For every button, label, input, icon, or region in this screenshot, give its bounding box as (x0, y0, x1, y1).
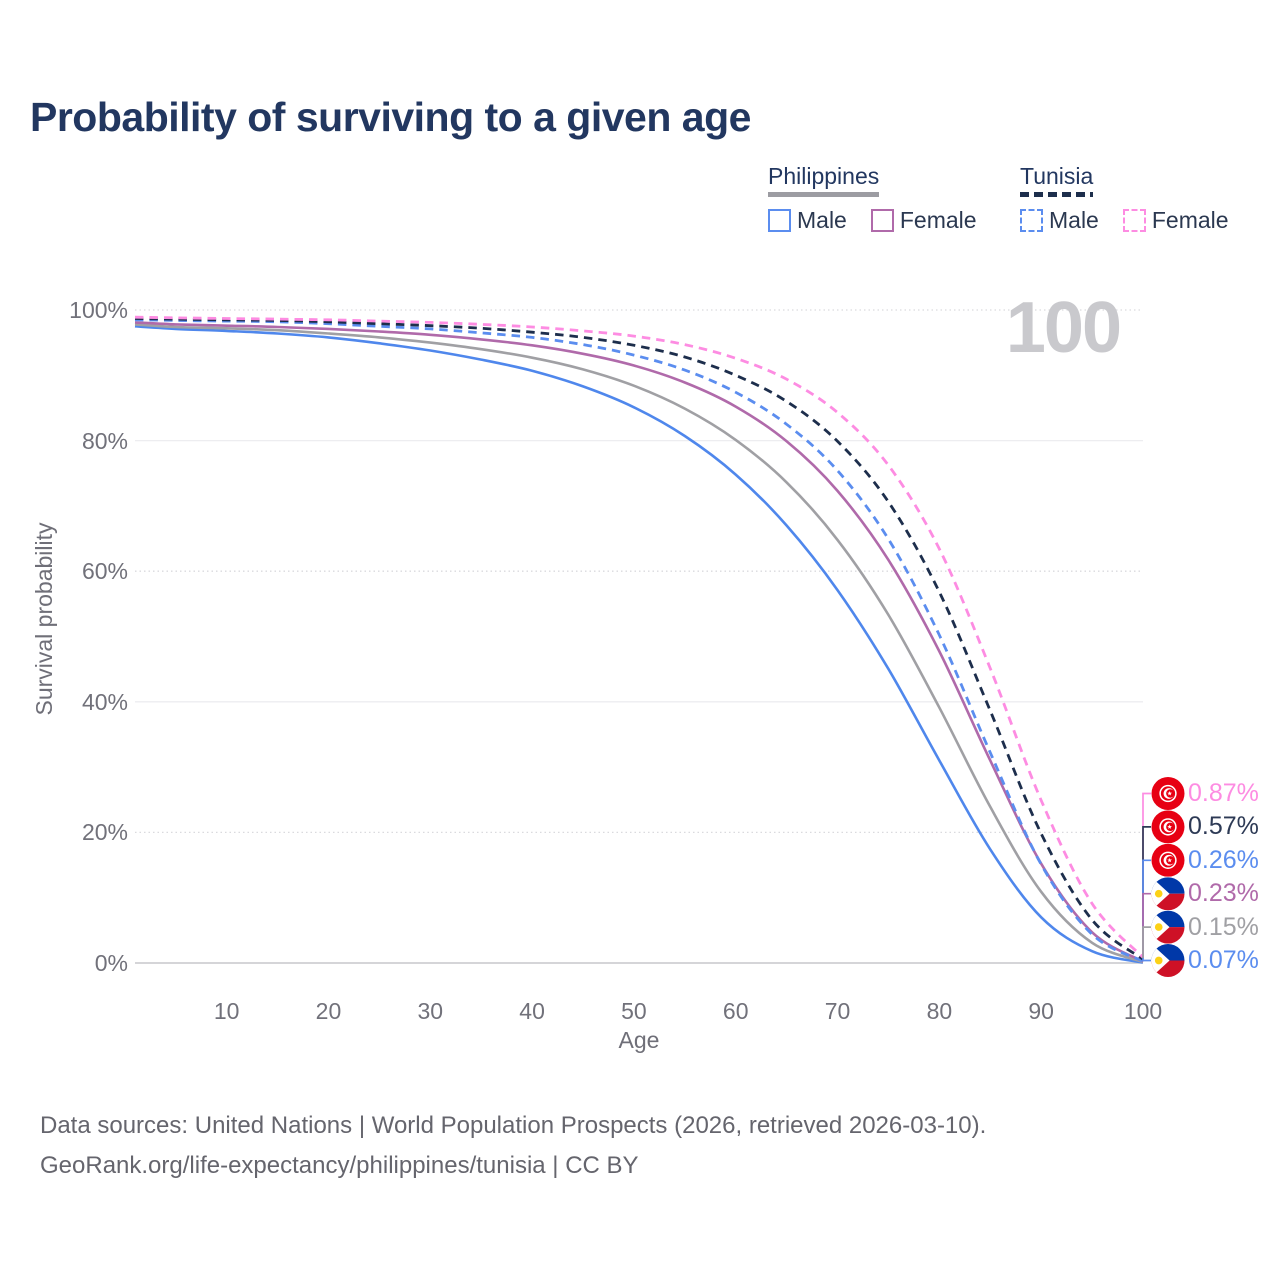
end-label-0.57%: 0.57% (1188, 812, 1259, 841)
end-label-flags (1151, 777, 1185, 977)
survival-curves (134, 315, 1145, 964)
x-tick-50: 50 (621, 998, 647, 1024)
leader-line-0.26% (1142, 859, 1151, 958)
curve-philippines-both-sexes (134, 323, 1144, 964)
legend-country-tunisia-label: Tunisia (1020, 163, 1094, 189)
x-tick-10: 10 (213, 998, 240, 1024)
tunisia-male-swatch-icon (1020, 208, 1043, 232)
philippines-flag-icon (1152, 877, 1185, 910)
y-tick-0%: 0% (94, 950, 128, 976)
x-tick-70: 70 (824, 998, 851, 1024)
philippines-female-swatch-icon (870, 208, 894, 232)
legend-country-philippines-label: Philippines (768, 163, 880, 189)
leader-line-0.57% (1142, 826, 1151, 958)
end-label-0.26%: 0.26% (1188, 845, 1259, 874)
curve-tunisia-male (134, 318, 1144, 963)
page-title: Probability of surviving to a given age (30, 94, 751, 140)
age-counter-watermark: 100 (1005, 288, 1122, 368)
tunisia-flag-icon (1151, 843, 1185, 877)
end-label-0.87%: 0.87% (1188, 779, 1259, 807)
x-tick-30: 30 (417, 998, 444, 1024)
legend-group-tunisia: Tunisia Male Female (1020, 163, 1229, 232)
end-label-0.07%: 0.07% (1188, 946, 1259, 974)
philippines-flag-icon (1152, 944, 1185, 977)
footer-data-sources: Data sources: United Nations | World Pop… (40, 1112, 987, 1139)
x-tick-20: 20 (315, 998, 342, 1024)
legend-item-tunisia-female: Female (1122, 207, 1229, 233)
philippines-male-label: Male (797, 207, 847, 233)
philippines-solid-line-swatch (768, 192, 880, 197)
y-tick-20%: 20% (81, 819, 128, 846)
curve-philippines-female (134, 321, 1144, 963)
legend-item-tunisia-male: Male (1020, 208, 1099, 232)
legend-item-philippines-female: Female (870, 207, 977, 233)
tunisia-female-swatch-icon (1122, 208, 1146, 232)
end-label-0.15%: 0.15% (1188, 912, 1259, 941)
leader-line-0.87% (1142, 792, 1151, 958)
tunisia-flag-icon (1151, 810, 1185, 844)
tunisia-male-label: Male (1049, 207, 1099, 233)
footer-attribution: GeoRank.org/life-expectancy/philippines/… (40, 1152, 639, 1179)
tunisia-female-label: Female (1151, 207, 1229, 233)
x-tick-90: 90 (1028, 998, 1054, 1024)
tunisia-flag-icon (1151, 777, 1185, 810)
legend-items-tunisia: Male Female (1020, 208, 1229, 232)
y-axis-title: Survival probability (31, 522, 57, 716)
x-axis-title: Age (618, 1027, 660, 1053)
end-label-0.23%: 0.23% (1188, 879, 1259, 908)
legend-country-philippines: Philippines (768, 163, 880, 197)
x-tick-40: 40 (519, 998, 545, 1024)
gridlines (135, 309, 1143, 964)
legend-group-philippines: Philippines Male Female (768, 163, 977, 232)
philippines-male-swatch-icon (768, 208, 791, 232)
legend-country-tunisia: Tunisia (1020, 163, 1094, 197)
end-label-leader-lines (1142, 792, 1151, 962)
curve-tunisia-both-sexes (134, 317, 1144, 961)
leader-line-0.23% (1142, 892, 1151, 958)
footer: Data sources: United Nations | World Pop… (40, 1106, 986, 1186)
legend-items-philippines: Male Female (768, 208, 977, 232)
philippines-flag-icon (1152, 911, 1185, 944)
leader-line-0.07% (1142, 958, 1151, 962)
philippines-female-label: Female (899, 207, 977, 233)
x-tick-80: 80 (926, 998, 953, 1024)
legend-item-philippines-male: Male (768, 208, 847, 232)
curve-tunisia-female (134, 315, 1145, 959)
x-tick-100: 100 (1123, 998, 1163, 1024)
y-tick-60%: 60% (81, 558, 128, 585)
tunisia-dashed-line-swatch (1020, 192, 1094, 197)
y-tick-80%: 80% (81, 427, 128, 454)
curve-philippines-male (134, 325, 1144, 964)
y-tick-100%: 100% (69, 297, 128, 323)
leader-line-0.15% (1142, 926, 1151, 958)
x-tick-60: 60 (722, 998, 749, 1024)
y-tick-40%: 40% (81, 688, 128, 715)
